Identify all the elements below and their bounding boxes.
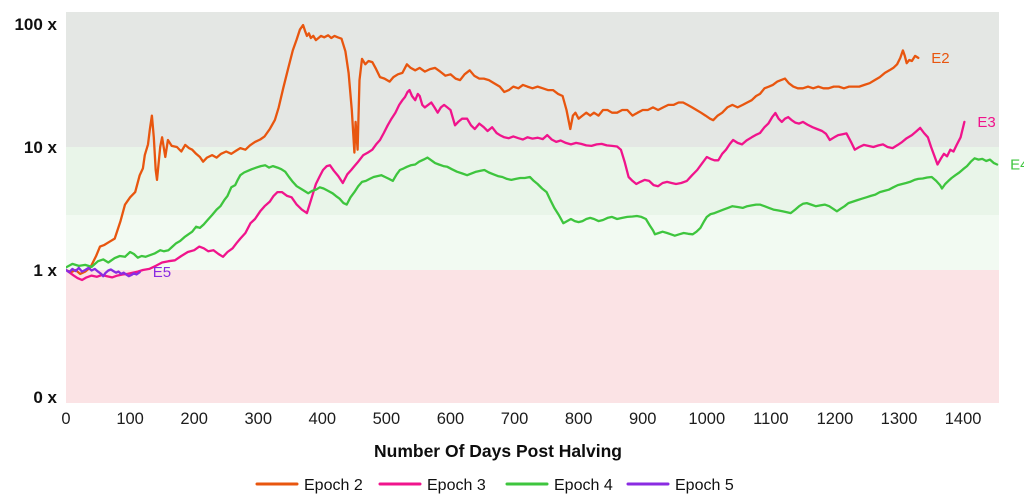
x-axis-title: Number Of Days Post Halving xyxy=(374,441,622,461)
y-tick-label: 10 x xyxy=(24,138,58,157)
x-tick-label: 800 xyxy=(565,410,593,428)
y-tick-label: 100 x xyxy=(14,15,57,34)
x-tick-label: 1000 xyxy=(688,410,725,428)
band-1x-to-3x xyxy=(66,214,999,270)
legend-item-epoch-2: Epoch 2 xyxy=(255,477,363,494)
end-label-e2: E2 xyxy=(931,50,949,67)
series-layer xyxy=(66,23,999,282)
end-label-e4: E4 xyxy=(1010,157,1024,174)
x-tick-label: 1400 xyxy=(945,410,982,428)
x-tick-label: 900 xyxy=(629,410,657,428)
x-tick-label: 100 xyxy=(116,410,144,428)
band-below-1x xyxy=(66,270,999,403)
legend-item-epoch-5: Epoch 5 xyxy=(626,477,734,494)
x-tick-label: 500 xyxy=(373,410,401,428)
y-tick-label: 0 x xyxy=(33,388,57,407)
x-tick-label: 700 xyxy=(501,410,529,428)
y-axis: 100 x 10 x 1 x 0 x xyxy=(14,15,57,407)
background-bands xyxy=(66,12,999,403)
legend-item-epoch-4: Epoch 4 xyxy=(505,477,613,494)
x-tick-label: 600 xyxy=(437,410,465,428)
x-tick-label: 1100 xyxy=(753,410,788,428)
x-tick-label: 400 xyxy=(309,410,337,428)
x-tick-label: 200 xyxy=(180,410,208,428)
end-label-e5: E5 xyxy=(153,264,171,281)
legend: Epoch 2 Epoch 3 Epoch 4 Epoch 5 xyxy=(255,477,734,494)
series-line-epoch-3 xyxy=(66,88,966,282)
x-axis: 0 100 200 300 400 500 600 700 800 900 1000 1100 1200… xyxy=(61,410,981,428)
end-label-e3: E3 xyxy=(977,114,995,131)
x-tick-label: 1200 xyxy=(817,410,854,428)
legend-item-epoch-3: Epoch 3 xyxy=(378,477,486,494)
legend-label: Epoch 5 xyxy=(675,477,734,494)
x-tick-label: 1300 xyxy=(881,410,918,428)
band-above-10x xyxy=(66,12,999,147)
series-line-epoch-2 xyxy=(66,23,920,276)
y-tick-label: 1 x xyxy=(33,261,57,280)
x-tick-label: 300 xyxy=(244,410,272,428)
series-end-labels: E2 E3 E4 E5 xyxy=(153,50,1024,281)
legend-label: Epoch 2 xyxy=(304,477,363,494)
legend-label: Epoch 4 xyxy=(554,477,613,494)
x-tick-label: 0 xyxy=(61,410,70,428)
legend-label: Epoch 3 xyxy=(427,477,486,494)
series-line-epoch-4 xyxy=(66,156,999,269)
series-line-epoch-5 xyxy=(66,266,141,278)
